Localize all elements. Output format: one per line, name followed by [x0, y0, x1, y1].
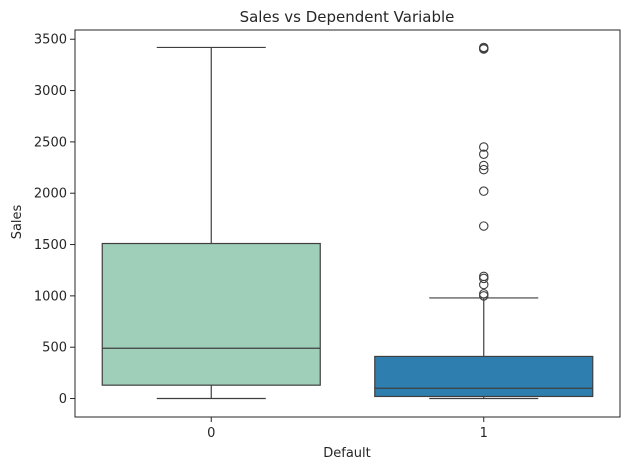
outlier-point — [478, 142, 489, 152]
y-tick-label: 500 — [42, 341, 67, 356]
box-category-1 — [374, 355, 594, 398]
y-tick-label: 3500 — [34, 33, 67, 48]
outlier-point — [478, 273, 489, 284]
plot-frame — [74, 29, 621, 418]
y-tick-label: 3000 — [34, 84, 67, 99]
outlier-point — [478, 221, 489, 231]
x-tick-label: 0 — [207, 426, 215, 441]
chart-title: Sales vs Dependent Variable — [240, 8, 455, 26]
outlier-point — [478, 291, 489, 301]
outlier-point — [478, 289, 489, 299]
outlier-point — [478, 271, 489, 282]
outlier-point — [478, 164, 489, 175]
outlier-point — [478, 186, 489, 196]
y-tick-label: 0 — [59, 392, 67, 407]
box-category-0 — [101, 242, 321, 386]
plot-area: 0 500 1000 1500 2000 2500 3000 3500 0 1 — [34, 29, 621, 441]
outlier-point — [478, 44, 489, 54]
outlier-point — [478, 160, 489, 171]
y-axis-label: Sales — [10, 204, 25, 239]
outlier-point — [478, 279, 489, 290]
x-axis-label: Default — [323, 446, 371, 461]
x-tick-label: 1 — [480, 426, 488, 441]
y-tick-label: 2000 — [34, 187, 67, 202]
y-tick-label: 1500 — [34, 238, 67, 253]
y-tick-label: 1000 — [34, 289, 67, 304]
outlier-point — [478, 149, 489, 159]
y-tick-label: 2500 — [34, 135, 67, 150]
